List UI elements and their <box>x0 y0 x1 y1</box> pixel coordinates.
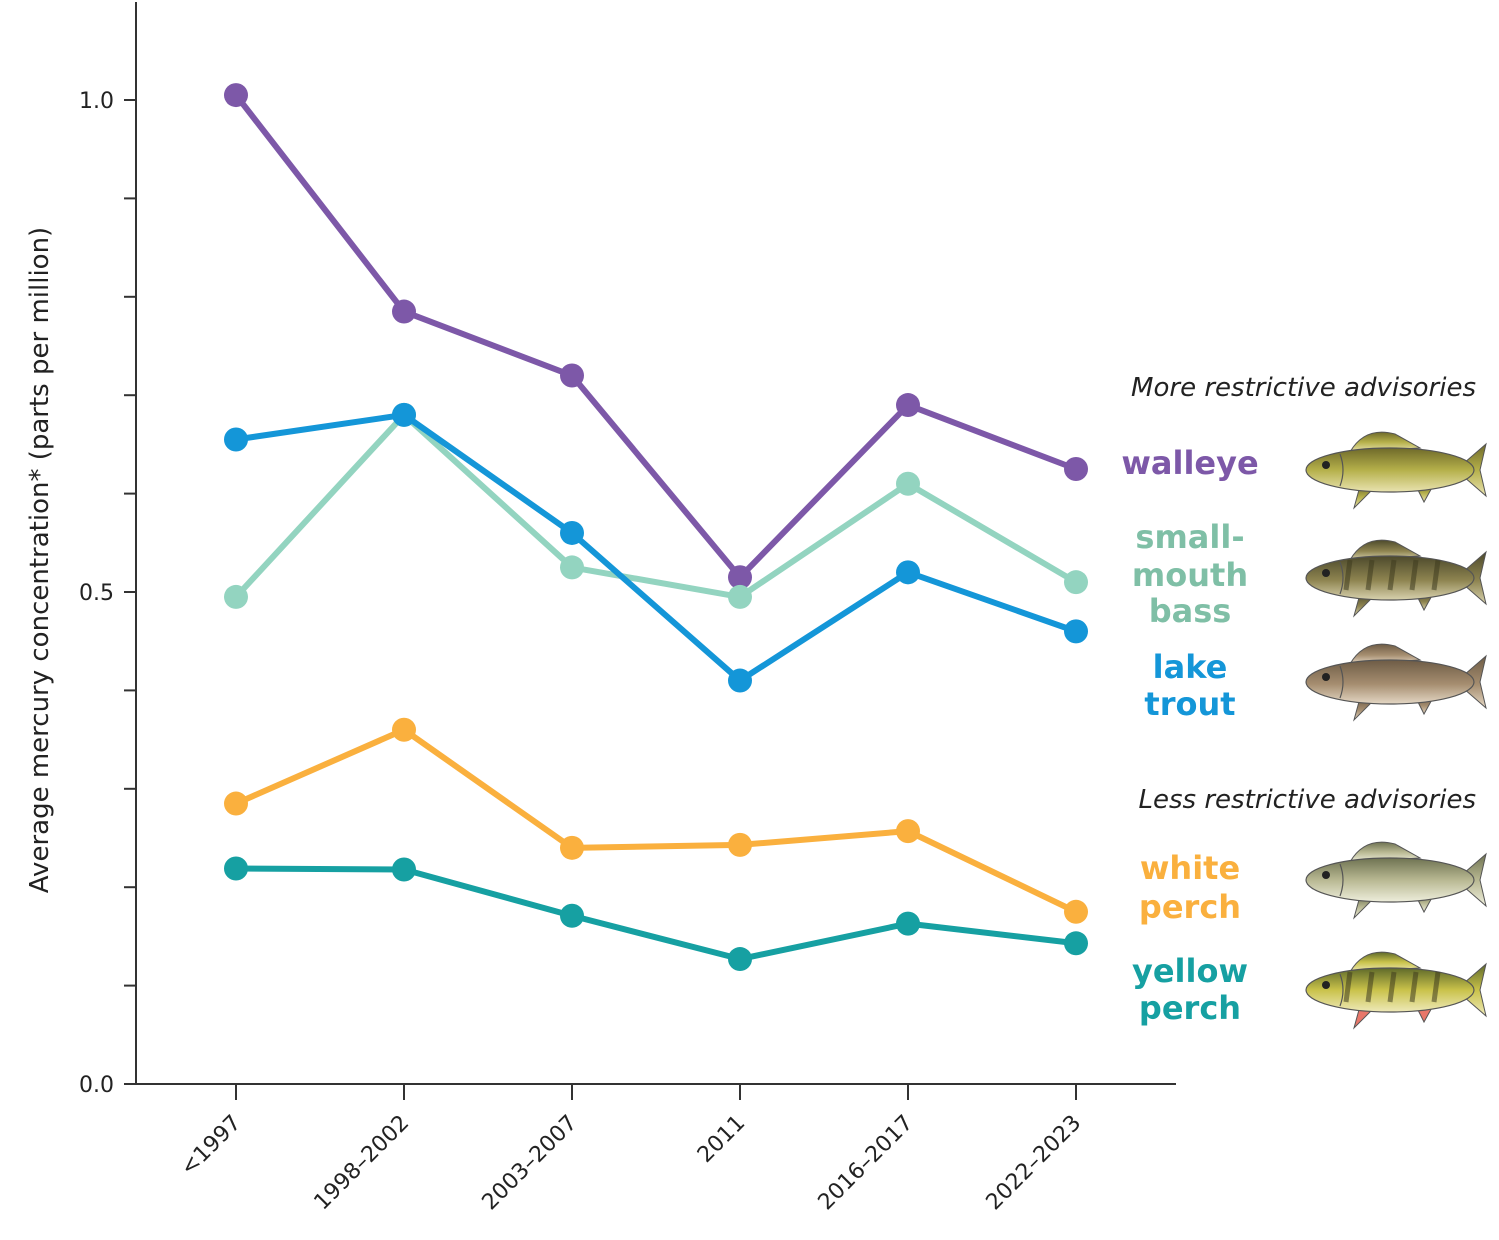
walleye-fish-icon <box>1305 431 1487 510</box>
data-point <box>560 903 584 928</box>
x-tick-label: <1997 <box>176 1111 246 1181</box>
data-point <box>392 402 416 427</box>
data-point <box>728 668 752 693</box>
data-point <box>224 584 248 609</box>
data-point <box>728 584 752 609</box>
data-point <box>1064 570 1088 595</box>
data-point <box>896 819 920 844</box>
series-line <box>233 93 1078 581</box>
series-line <box>235 411 1077 684</box>
data-point <box>728 947 752 972</box>
data-point <box>224 856 248 881</box>
x-tick-label: 2003–2007 <box>478 1111 583 1216</box>
legend-label: bass <box>1149 592 1232 630</box>
data-point <box>224 83 248 108</box>
legend-label: perch <box>1139 989 1241 1027</box>
data-point <box>728 832 752 857</box>
legend-label: white <box>1140 849 1240 887</box>
data-point <box>560 835 584 860</box>
data-point <box>392 299 416 324</box>
legend-group-title: More restrictive advisories <box>1131 373 1476 403</box>
series-lake-trout <box>224 402 1088 693</box>
data-point <box>1064 931 1088 956</box>
data-point <box>1064 619 1088 644</box>
data-point <box>224 427 248 452</box>
legend-label: perch <box>1139 888 1241 926</box>
y-tick-label: 1.0 <box>79 89 114 114</box>
data-point <box>728 565 752 590</box>
series-yellow-perch <box>224 856 1088 972</box>
data-point <box>896 471 920 496</box>
data-point <box>896 393 920 418</box>
data-point <box>560 363 584 388</box>
series-layer <box>224 83 1088 972</box>
x-tick-label: 2016–2017 <box>814 1111 919 1216</box>
series-line <box>234 726 1078 915</box>
legend-label: yellow <box>1132 952 1248 990</box>
yellow-perch-fish-icon <box>1305 951 1487 1030</box>
data-point <box>896 911 920 936</box>
lake-trout-fish-icon <box>1305 643 1487 722</box>
x-tick-label: 2011 <box>693 1111 750 1168</box>
legend: More restrictive advisories walleye small-… <box>1121 373 1487 1030</box>
y-tick-label: 0.0 <box>79 1073 114 1098</box>
data-point <box>1064 899 1088 924</box>
data-point <box>896 560 920 585</box>
smallmouth-bass-fish-icon <box>1305 539 1487 618</box>
x-tick-label: 2022–2023 <box>982 1111 1087 1216</box>
legend-label: walleye <box>1121 444 1258 482</box>
legend-label: small- <box>1135 518 1244 556</box>
data-point <box>392 857 416 882</box>
y-tick-label: 0.5 <box>79 581 114 606</box>
series-walleye <box>224 83 1088 590</box>
y-axis-title: Average mercury concentration* (parts pe… <box>25 227 55 893</box>
data-point <box>392 717 416 742</box>
data-point <box>560 520 584 545</box>
series-small-mouth-bass <box>224 402 1088 609</box>
legend-label: trout <box>1144 685 1235 723</box>
legend-label: lake <box>1153 648 1228 686</box>
legend-group-title: Less restrictive advisories <box>1139 785 1477 815</box>
legend-label: mouth <box>1132 556 1248 594</box>
white-perch-fish-icon <box>1305 841 1487 920</box>
data-point <box>1064 457 1088 481</box>
series-white-perch <box>224 717 1088 924</box>
x-tick-label: 1998–2002 <box>310 1111 415 1216</box>
data-point <box>224 791 248 816</box>
data-point <box>560 555 584 580</box>
series-line <box>235 865 1077 963</box>
series-line <box>233 411 1078 600</box>
